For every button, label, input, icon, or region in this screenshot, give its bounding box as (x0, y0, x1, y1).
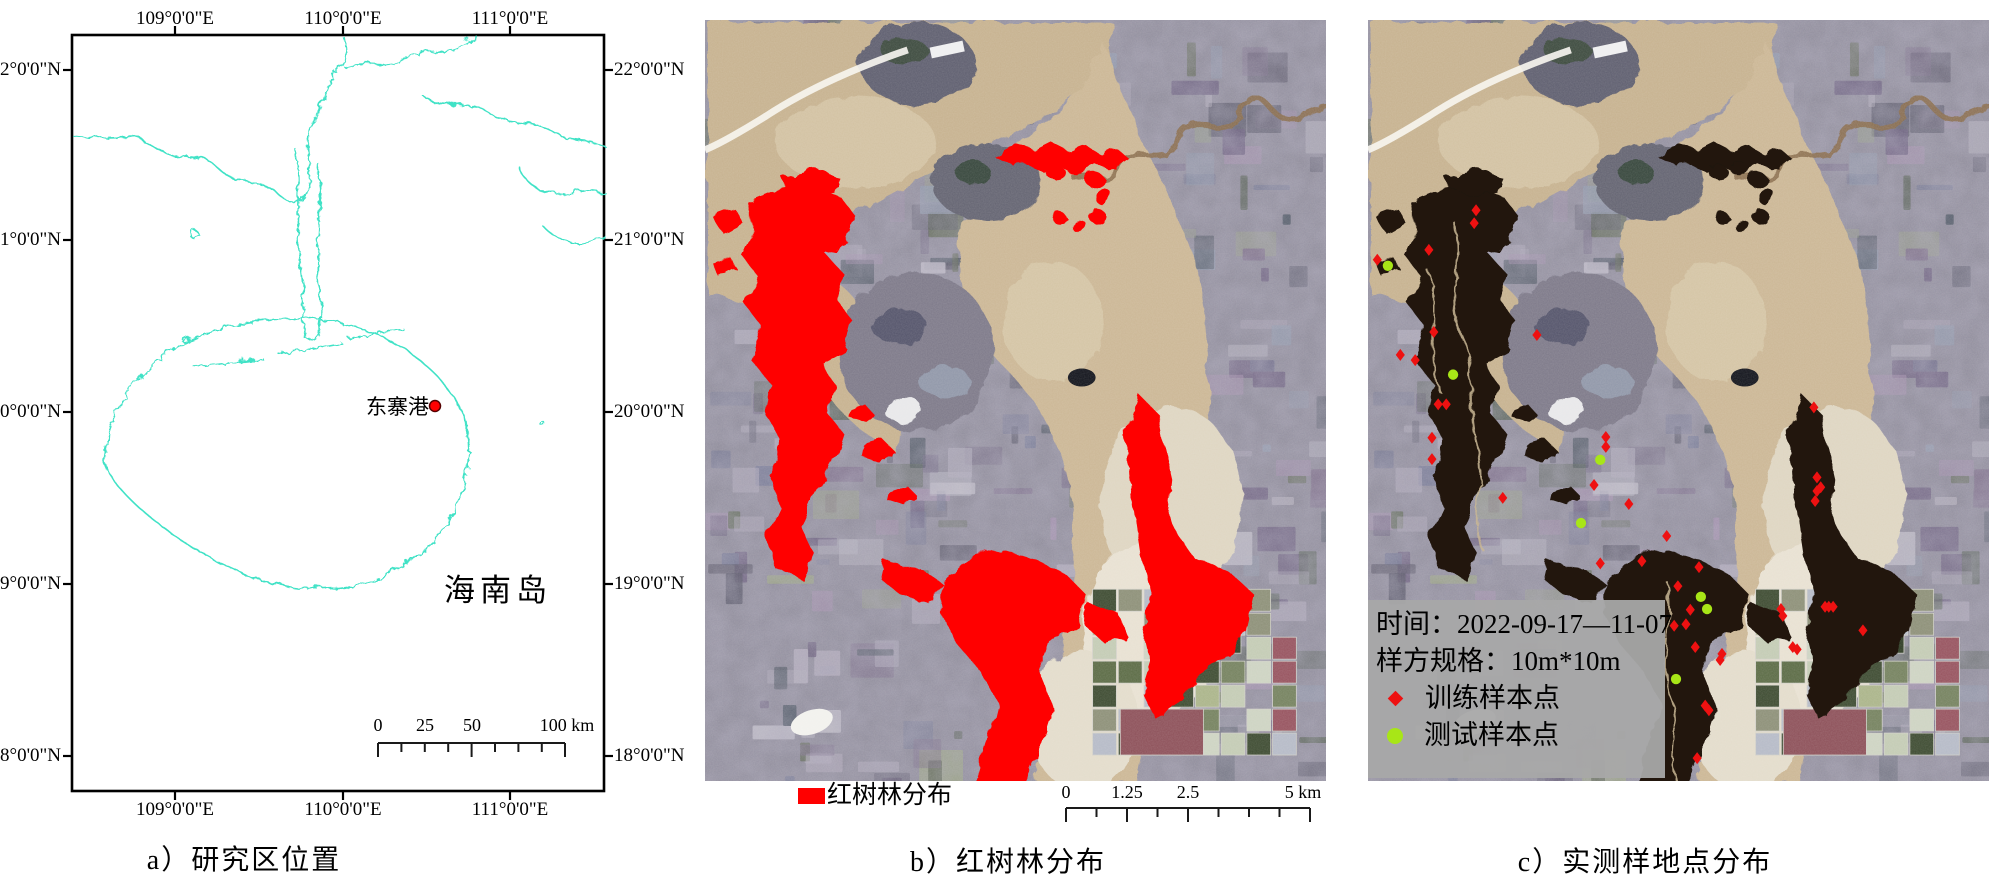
lat-label-right-22: 22°0'0"N (614, 59, 685, 80)
train-point (1471, 204, 1481, 217)
island-label: 海南岛 (444, 573, 552, 608)
test-point-label: 测试样本点 (1424, 720, 1559, 750)
panel-c-container: 时间：2022-09-17—11-07 样方规格：10m*10m 训练样本点 测… (1368, 20, 1989, 781)
svg-text:25: 25 (416, 715, 434, 735)
train-point (1809, 401, 1819, 414)
scalebar-a: 0 25 50 100 km (374, 715, 595, 757)
lat-label-left-18: 18°0'0"N (0, 745, 61, 766)
train-point (1812, 471, 1822, 484)
train-point (1372, 253, 1382, 266)
svg-text:2.5: 2.5 (1177, 782, 1200, 802)
lon-label-top-110: 110°0'0"E (304, 8, 382, 29)
test-point (1695, 591, 1706, 603)
train-point (1498, 491, 1508, 504)
legend-quadrat-line: 样方规格：10m*10m (1376, 646, 1621, 676)
mangrove-legend-label: 红树林分布 (827, 781, 952, 809)
caption-a: a）研究区位置 (146, 845, 342, 876)
lat-label-right-19: 19°0'0"N (614, 573, 685, 594)
test-point (1575, 517, 1587, 529)
train-point (1715, 654, 1725, 666)
train-point (1685, 603, 1695, 616)
train-point (1662, 529, 1672, 542)
coastline (71, 34, 605, 588)
svg-text:1.25: 1.25 (1111, 782, 1143, 802)
train-point (1532, 329, 1542, 342)
map-frame (70, 33, 606, 793)
train-point (1669, 619, 1679, 632)
train-point (1681, 618, 1691, 631)
train-point (1792, 643, 1802, 656)
mangrove-swatch (798, 788, 825, 804)
train-point (1595, 557, 1605, 570)
lon-label-bottom-110: 110°0'0"E (304, 799, 382, 820)
lon-label-top-111: 111°0'0"E (471, 8, 549, 29)
svg-text:0: 0 (374, 715, 383, 735)
train-point (1441, 398, 1451, 411)
train-point (1624, 498, 1634, 510)
svg-text:100 km: 100 km (540, 715, 595, 735)
train-point (1429, 326, 1439, 339)
lat-label-left-19: 19°0'0"N (0, 573, 61, 594)
train-point (1410, 354, 1420, 367)
legend-test-item: 测试样本点 (1376, 717, 1657, 754)
train-point (1427, 431, 1437, 444)
svg-text:50: 50 (463, 715, 481, 735)
train-point (1810, 494, 1820, 507)
train-point (1694, 561, 1704, 574)
lat-label-right-18: 18°0'0"N (614, 745, 685, 766)
panel-c-satellite-image (1368, 20, 1989, 781)
train-point (1788, 641, 1798, 654)
svg-text:5 km: 5 km (1285, 782, 1322, 802)
train-point (1690, 641, 1700, 654)
panel-b-satellite-image (705, 20, 1326, 781)
train-point (1469, 217, 1479, 230)
lat-label-left-22: 22°0'0"N (0, 59, 61, 80)
test-point (1701, 603, 1713, 615)
lat-label-left-20: 20°0'0"N (0, 401, 61, 422)
train-point (1812, 485, 1822, 498)
lat-label-right-20: 20°0'0"N (614, 401, 685, 422)
train-point (1433, 398, 1443, 411)
caption-b: b）红树林分布 (909, 847, 1107, 878)
test-point-icon (1387, 727, 1403, 744)
train-point (1424, 243, 1434, 256)
tidal-creeks (1426, 219, 1676, 781)
svg-text:0: 0 (1062, 782, 1071, 802)
test-point (1447, 369, 1459, 380)
scalebar-b: 0 1.25 2.5 5 km (1062, 782, 1322, 822)
test-point (1382, 260, 1394, 271)
lat-label-left-21: 21°0'0"N (0, 229, 61, 250)
graticule-ticks (63, 26, 613, 800)
train-point (1828, 600, 1838, 613)
train-point (1778, 609, 1788, 622)
panel-b-legend-row: 红树林分布 0 1.25 2.5 5 km (798, 781, 1322, 822)
train-point-icon (1387, 690, 1404, 707)
train-point (1673, 580, 1683, 593)
caption-c: c）实测样地点分布 (1517, 847, 1773, 878)
study-site-marker: 东寨港 (366, 395, 442, 419)
lat-label-right-21: 21°0'0"N (614, 229, 685, 250)
train-point (1692, 752, 1702, 765)
train-point (1427, 453, 1437, 466)
lon-label-bottom-109: 109°0'0"E (136, 799, 214, 820)
test-point (1595, 454, 1606, 466)
panel-a-map: 东寨港 海南岛 0 25 50 100 km (63, 26, 613, 800)
lon-label-bottom-111: 111°0'0"E (471, 799, 549, 820)
legend-time-line: 时间：2022-09-17—11-07 (1376, 609, 1672, 639)
train-point-label: 训练样本点 (1425, 683, 1560, 713)
lon-label-top-109: 109°0'0"E (136, 8, 214, 29)
harbor-label: 东寨港 (366, 395, 429, 419)
train-point (1589, 478, 1599, 491)
legend-train-item: 训练样本点 (1376, 680, 1657, 717)
test-point (1670, 673, 1682, 685)
train-point (1704, 704, 1714, 717)
train-point (1637, 555, 1647, 568)
panel-c-legend-box: 时间：2022-09-17—11-07 样方规格：10m*10m 训练样本点 测… (1368, 600, 1672, 778)
